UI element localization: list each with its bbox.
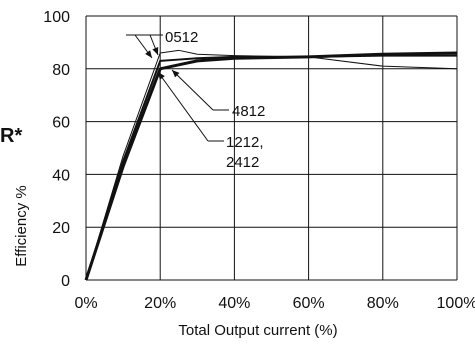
x-tick-label: 0% <box>74 295 97 312</box>
series-lines <box>84 49 458 281</box>
series-line-1 <box>85 54 457 281</box>
y-tick-label: 100 <box>43 9 70 26</box>
x-axis-label: Total Output current (%) <box>178 322 337 339</box>
y-tick-label: 80 <box>52 62 70 79</box>
annotation-leaders <box>126 34 229 142</box>
x-tick-label: 100% <box>437 295 475 312</box>
leader-0512-b-head <box>152 47 159 55</box>
annotation-1212: 1212, <box>226 134 264 151</box>
series-line-2 <box>84 51 458 281</box>
y-tick-label: 0 <box>61 273 70 290</box>
leader-4812 <box>171 69 214 111</box>
y-tick-label: 20 <box>52 220 70 237</box>
leader-4812-head <box>172 70 180 78</box>
y-tick-label: 60 <box>52 115 70 132</box>
series-line-0 <box>85 49 458 281</box>
leader-0512-a-head <box>145 50 152 58</box>
leader-1212 <box>157 71 209 142</box>
annotation-4812: 4812 <box>232 103 265 120</box>
annotation-2412: 2412 <box>226 154 259 171</box>
x-tick-label: 40% <box>218 295 250 312</box>
x-tick-label: 60% <box>293 295 325 312</box>
x-tick-label: 80% <box>367 295 399 312</box>
tick-labels: 0% 20% 40% 60% 80% 100% 0 20 40 60 80 100 <box>43 9 475 312</box>
grid <box>85 15 458 281</box>
side-label: R* <box>0 125 22 147</box>
leader-1212-head <box>158 72 165 80</box>
x-tick-label: 20% <box>144 295 176 312</box>
y-axis-label: Efficiency % <box>13 185 30 266</box>
annotation-0512: 0512 <box>165 29 198 46</box>
y-tick-label: 40 <box>52 167 70 184</box>
